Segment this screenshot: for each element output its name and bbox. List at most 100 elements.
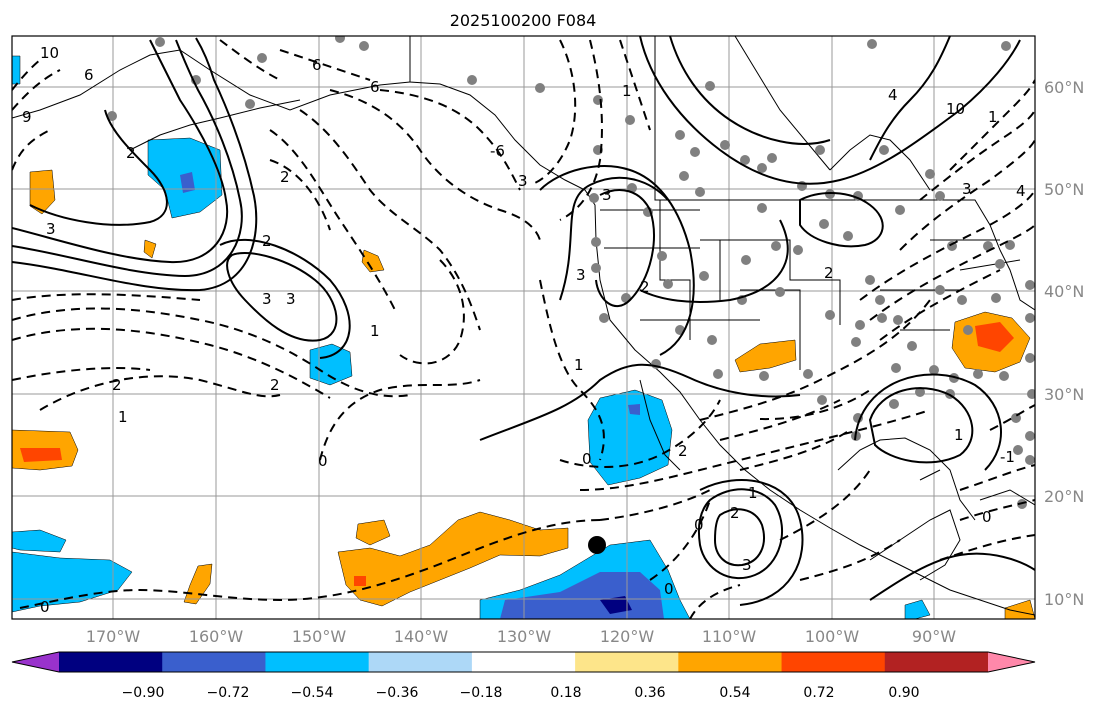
lon-label: 150°W xyxy=(292,627,347,646)
contour-label: 0 xyxy=(40,598,50,616)
colorbar-bin xyxy=(678,652,783,672)
colorbar-bin xyxy=(575,652,679,672)
contour-label: 0 xyxy=(664,580,674,598)
contour-label: 3 xyxy=(602,186,612,204)
shade-orange-small-a xyxy=(143,239,157,259)
lon-label: 130°W xyxy=(497,627,552,646)
shade-orange-small-b xyxy=(361,249,385,273)
colorbar xyxy=(11,651,1036,673)
contour-label: 3 xyxy=(742,556,752,574)
contour-label: 1 xyxy=(988,108,998,126)
colorbar-outline xyxy=(11,651,1036,673)
contour-label: 3 xyxy=(262,290,272,308)
colorbar-tick-labels: −0.90 −0.72 −0.54 −0.36 −0.18 0.18 0.36 … xyxy=(122,685,920,701)
map-frame xyxy=(11,35,1036,620)
colorbar-tick-label: −0.54 xyxy=(291,685,334,701)
contour-label: 4 xyxy=(1016,182,1026,200)
contour-label: -6 xyxy=(490,142,505,160)
lat-label: 60°N xyxy=(1044,78,1084,97)
shade-red-west-pacific xyxy=(20,448,62,462)
longitude-labels: 170°W 160°W 150°W 140°W 130°W 120°W 110°… xyxy=(86,627,956,646)
lon-label: 120°W xyxy=(600,627,655,646)
colorbar-tick-label: 0.18 xyxy=(550,685,581,701)
contour-label: 3 xyxy=(576,266,586,284)
colorbar-bin xyxy=(368,652,473,672)
colorbar-bin xyxy=(12,652,59,672)
lat-label: 30°N xyxy=(1044,385,1084,404)
storm-center-marker xyxy=(588,536,606,554)
contour-label: 6 xyxy=(84,66,94,84)
contour-label: 2 xyxy=(824,264,834,282)
contour-label: 3 xyxy=(962,180,972,198)
shade-orange-caribbean xyxy=(1004,599,1035,619)
contour-label: 1 xyxy=(622,82,632,100)
shade-blue-edge-north xyxy=(12,55,21,85)
colorbar-bin xyxy=(471,652,576,672)
shade-darkblue-aleutian xyxy=(180,172,195,193)
contour-label: 2 xyxy=(270,376,280,394)
contour-label: 2 xyxy=(730,504,740,522)
lon-label: 100°W xyxy=(805,627,860,646)
colorbar-tick-label: 0.72 xyxy=(803,685,834,701)
contour-label: 1 xyxy=(370,322,380,340)
contour-label: 6 xyxy=(370,78,380,96)
contour-label: 10 xyxy=(946,100,965,118)
contour-label: 9 xyxy=(22,108,32,126)
colorbar-bin xyxy=(988,652,1035,672)
contour-label: 2 xyxy=(678,442,688,460)
colorbar-tick-label: 0.36 xyxy=(634,685,665,701)
contours-solid xyxy=(12,36,1035,606)
shade-darkblue-baja xyxy=(628,404,640,415)
contour-label: 2 xyxy=(280,168,290,186)
colorbar-bin xyxy=(781,652,886,672)
colorbar-tick-label: −0.36 xyxy=(376,685,419,701)
colorbar-tick-label: 0.90 xyxy=(888,685,919,701)
contour-label: 6 xyxy=(312,56,322,74)
map-panel xyxy=(12,36,1035,619)
contour-label: 1 xyxy=(748,484,758,502)
shade-blue-subtropical xyxy=(309,343,353,386)
contour-label: 0 xyxy=(318,452,328,470)
contour-label: 0 xyxy=(582,450,592,468)
contour-label: 2 xyxy=(126,144,136,162)
shade-navy-tropical-east xyxy=(600,596,632,614)
contour-label: 4 xyxy=(888,86,898,104)
contour-label: 3 xyxy=(286,290,296,308)
colorbar-tick-label: −0.18 xyxy=(460,685,503,701)
coastlines xyxy=(12,36,1035,616)
lon-label: 140°W xyxy=(394,627,449,646)
contour-label: 3 xyxy=(46,220,56,238)
lon-label: 170°W xyxy=(86,627,141,646)
contour-label: 2 xyxy=(640,278,650,296)
contour-label: 1 xyxy=(118,408,128,426)
lat-label: 40°N xyxy=(1044,282,1084,301)
lat-label: 20°N xyxy=(1044,487,1084,506)
colorbar-bin xyxy=(884,652,989,672)
shade-orange-bering xyxy=(29,169,56,215)
lat-label: 10°N xyxy=(1044,590,1084,609)
shade-orange-itcz-small xyxy=(355,519,391,546)
shade-blue-baja xyxy=(587,389,673,486)
shade-blue-caribbean xyxy=(904,599,931,619)
contour-label: 10 xyxy=(40,44,59,62)
colorbar-tick-label: −0.72 xyxy=(207,685,250,701)
latitude-labels: 60°N 50°N 40°N 30°N 20°N 10°N xyxy=(1044,78,1084,609)
lon-label: 110°W xyxy=(702,627,757,646)
colorbar-bin xyxy=(162,652,266,672)
shade-orange-southwest-us xyxy=(734,339,797,373)
contour-label: 2 xyxy=(112,376,122,394)
contours-dashed xyxy=(12,39,1035,619)
figure-title: 2025100200 F084 xyxy=(450,11,597,30)
colorbar-tick-label: −0.90 xyxy=(122,685,165,701)
shade-blue-tropical-west-2 xyxy=(12,529,67,553)
contour-label: 0 xyxy=(982,508,992,526)
contour-labels: 10 6 6 9 2 3 2 3 3 3 2 2 1 2 1 0 0 0 3 6… xyxy=(22,44,1026,616)
shade-blue-tropical-west xyxy=(12,551,133,613)
shade-red-southeast-us xyxy=(975,322,1014,352)
lat-label: 50°N xyxy=(1044,180,1084,199)
contour-label: 3 xyxy=(518,172,528,190)
colorbar-bin xyxy=(265,652,370,672)
colorbar-tick-label: 0.54 xyxy=(719,685,750,701)
shade-red-itcz xyxy=(354,576,366,586)
